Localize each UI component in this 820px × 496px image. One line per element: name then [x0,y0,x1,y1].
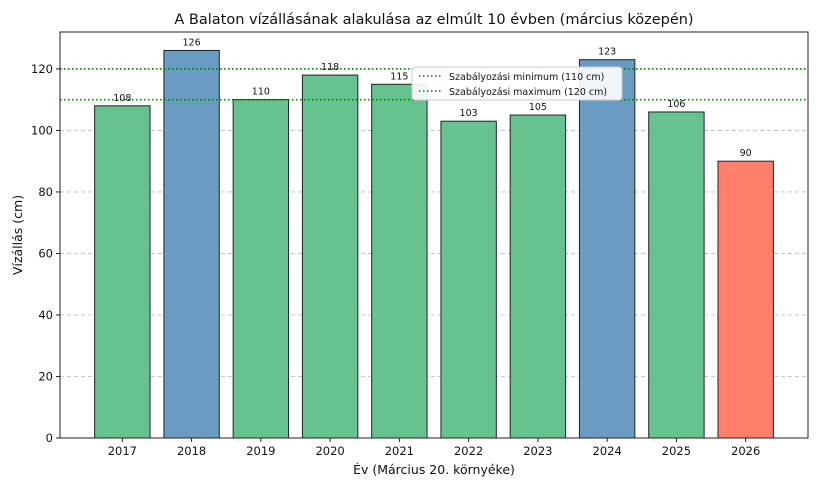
legend-label-max: Szabályozási maximum (120 cm) [449,87,607,98]
chart-title: A Balaton vízállásának alakulása az elmú… [174,12,693,28]
y-tick-label: 80 [38,185,53,199]
x-tick-label: 2021 [385,444,414,458]
bar-value-label: 105 [529,102,547,113]
x-tick-label: 2025 [662,444,691,458]
y-tick-label: 100 [31,123,53,137]
x-tick-label: 2017 [108,444,137,458]
bar-2026 [717,160,774,439]
bar-value-label: 108 [113,93,131,104]
x-tick-label: 2019 [246,444,275,458]
x-tick-label: 2018 [177,444,206,458]
legend: Szabályozási minimum (110 cm) Szabályozá… [411,66,623,101]
legend-label-min: Szabályozási minimum (110 cm) [449,72,604,83]
x-tick-label: 2020 [315,444,344,458]
y-tick-label: 60 [38,246,53,260]
bar-value-label: 90 [740,148,752,159]
bar-2021 [371,83,428,439]
y-axis-label: Vízállás (cm) [10,195,25,275]
x-tick-label: 2023 [523,444,552,458]
bar-2023 [509,114,567,439]
bar-2019 [232,99,290,439]
bar-value-label: 115 [390,71,408,82]
bar-2017 [94,105,151,439]
x-tick-label: 2022 [454,444,483,458]
bar-value-label: 118 [321,62,339,73]
bar-value-label: 126 [183,37,201,48]
y-tick-label: 120 [31,62,53,76]
bar-2020 [301,74,359,439]
bar-value-label: 110 [252,87,270,98]
bar-2024 [578,59,636,439]
x-axis-label: Év (Március 20. környéke) [353,462,515,477]
bar-2022 [440,120,497,439]
bar-2018 [163,49,220,439]
x-tick-label: 2024 [593,444,622,458]
bar-2025 [648,111,705,439]
bar-value-label: 103 [460,108,478,119]
y-tick-label: 20 [38,369,53,383]
y-tick-label: 0 [46,431,53,445]
bar-value-label: 106 [667,99,685,110]
bar-value-label: 123 [598,47,616,58]
x-tick-label: 2026 [731,444,760,458]
plot-frame [59,31,809,439]
y-tick-label: 40 [38,308,53,322]
